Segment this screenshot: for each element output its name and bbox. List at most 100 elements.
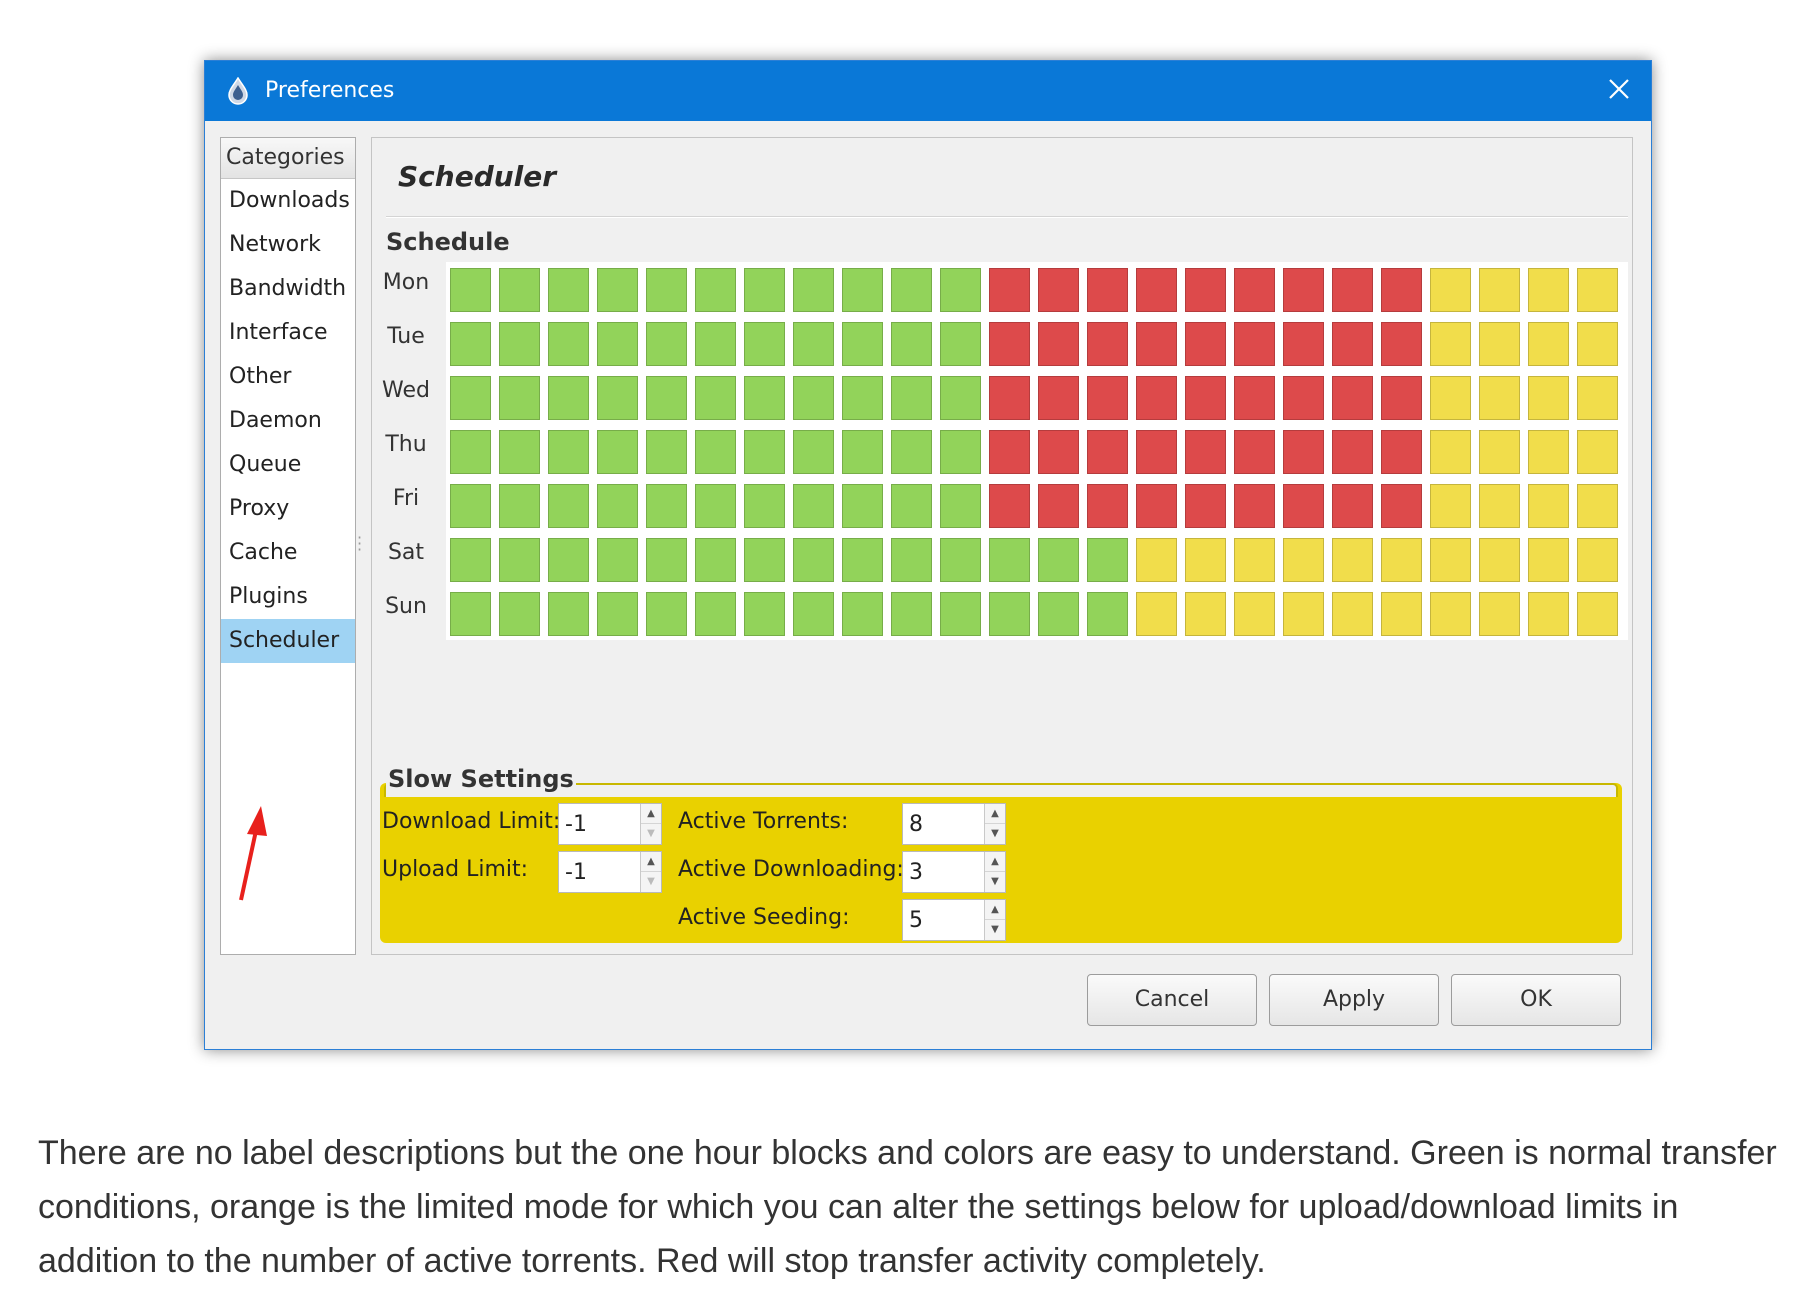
schedule-cell-mon-9[interactable]	[891, 268, 932, 312]
schedule-cell-tue-19[interactable]	[1381, 322, 1422, 366]
schedule-cell-sun-8[interactable]	[842, 592, 883, 636]
schedule-cell-sun-10[interactable]	[940, 592, 981, 636]
increment-icon[interactable]: ▲	[641, 804, 661, 824]
schedule-cell-mon-18[interactable]	[1332, 268, 1373, 312]
schedule-cell-tue-6[interactable]	[744, 322, 785, 366]
schedule-cell-tue-16[interactable]	[1234, 322, 1275, 366]
schedule-cell-fri-19[interactable]	[1381, 484, 1422, 528]
schedule-cell-wed-12[interactable]	[1038, 376, 1079, 420]
schedule-cell-fri-16[interactable]	[1234, 484, 1275, 528]
increment-icon[interactable]: ▲	[985, 900, 1005, 920]
decrement-icon[interactable]: ▼	[991, 924, 999, 935]
schedule-cell-sun-4[interactable]	[646, 592, 687, 636]
schedule-cell-mon-1[interactable]	[499, 268, 540, 312]
schedule-cell-sat-3[interactable]	[597, 538, 638, 582]
schedule-cell-sat-22[interactable]	[1528, 538, 1569, 582]
schedule-cell-sun-14[interactable]	[1136, 592, 1177, 636]
category-plugins[interactable]: Plugins	[229, 584, 308, 609]
category-downloads[interactable]: Downloads	[229, 188, 350, 213]
category-cache[interactable]: Cache	[229, 540, 298, 565]
schedule-cell-wed-11[interactable]	[989, 376, 1030, 420]
schedule-cell-wed-2[interactable]	[548, 376, 589, 420]
schedule-cell-thu-13[interactable]	[1087, 430, 1128, 474]
increment-icon[interactable]: ▲	[985, 852, 1005, 872]
schedule-cell-fri-7[interactable]	[793, 484, 834, 528]
category-proxy[interactable]: Proxy	[229, 496, 290, 521]
schedule-cell-sat-9[interactable]	[891, 538, 932, 582]
decrement-icon[interactable]: ▼	[991, 876, 999, 887]
schedule-cell-sat-8[interactable]	[842, 538, 883, 582]
schedule-cell-sat-13[interactable]	[1087, 538, 1128, 582]
decrement-icon[interactable]: ▼	[647, 828, 655, 839]
schedule-cell-fri-23[interactable]	[1577, 484, 1618, 528]
download-limit-value[interactable]: -1	[565, 812, 587, 837]
schedule-cell-tue-14[interactable]	[1136, 322, 1177, 366]
category-scheduler[interactable]: Scheduler	[221, 619, 355, 663]
schedule-cell-mon-16[interactable]	[1234, 268, 1275, 312]
schedule-cell-mon-12[interactable]	[1038, 268, 1079, 312]
schedule-cell-sat-18[interactable]	[1332, 538, 1373, 582]
active-torrents-value[interactable]: 8	[909, 812, 923, 837]
schedule-cell-thu-23[interactable]	[1577, 430, 1618, 474]
active-downloading-spinner[interactable]: 3 ▲ ▼	[902, 851, 1006, 893]
schedule-cell-sun-2[interactable]	[548, 592, 589, 636]
schedule-cell-wed-22[interactable]	[1528, 376, 1569, 420]
schedule-cell-wed-9[interactable]	[891, 376, 932, 420]
category-interface[interactable]: Interface	[229, 320, 328, 345]
active-seeding-spinner[interactable]: 5 ▲ ▼	[902, 899, 1006, 941]
schedule-cell-tue-1[interactable]	[499, 322, 540, 366]
close-button[interactable]	[1587, 61, 1651, 121]
schedule-cell-sat-5[interactable]	[695, 538, 736, 582]
schedule-cell-mon-21[interactable]	[1479, 268, 1520, 312]
active-downloading-value[interactable]: 3	[909, 860, 923, 885]
schedule-cell-sun-19[interactable]	[1381, 592, 1422, 636]
schedule-cell-mon-0[interactable]	[450, 268, 491, 312]
schedule-cell-tue-23[interactable]	[1577, 322, 1618, 366]
schedule-cell-sun-9[interactable]	[891, 592, 932, 636]
schedule-cell-thu-22[interactable]	[1528, 430, 1569, 474]
schedule-cell-sat-10[interactable]	[940, 538, 981, 582]
schedule-cell-thu-8[interactable]	[842, 430, 883, 474]
decrement-icon[interactable]: ▼	[647, 876, 655, 887]
schedule-cell-tue-12[interactable]	[1038, 322, 1079, 366]
schedule-cell-wed-6[interactable]	[744, 376, 785, 420]
schedule-cell-sun-13[interactable]	[1087, 592, 1128, 636]
schedule-cell-sat-19[interactable]	[1381, 538, 1422, 582]
schedule-cell-thu-17[interactable]	[1283, 430, 1324, 474]
schedule-cell-mon-6[interactable]	[744, 268, 785, 312]
schedule-cell-mon-7[interactable]	[793, 268, 834, 312]
schedule-cell-wed-10[interactable]	[940, 376, 981, 420]
schedule-cell-tue-4[interactable]	[646, 322, 687, 366]
schedule-cell-fri-3[interactable]	[597, 484, 638, 528]
schedule-cell-sat-21[interactable]	[1479, 538, 1520, 582]
schedule-cell-fri-18[interactable]	[1332, 484, 1373, 528]
schedule-cell-sun-0[interactable]	[450, 592, 491, 636]
schedule-cell-wed-13[interactable]	[1087, 376, 1128, 420]
schedule-cell-wed-14[interactable]	[1136, 376, 1177, 420]
schedule-cell-wed-21[interactable]	[1479, 376, 1520, 420]
ok-button[interactable]: OK	[1451, 974, 1621, 1026]
schedule-cell-thu-14[interactable]	[1136, 430, 1177, 474]
schedule-cell-wed-18[interactable]	[1332, 376, 1373, 420]
schedule-cell-mon-5[interactable]	[695, 268, 736, 312]
schedule-cell-thu-7[interactable]	[793, 430, 834, 474]
schedule-cell-wed-8[interactable]	[842, 376, 883, 420]
schedule-cell-thu-9[interactable]	[891, 430, 932, 474]
active-seeding-value[interactable]: 5	[909, 908, 923, 933]
schedule-cell-sat-6[interactable]	[744, 538, 785, 582]
apply-button[interactable]: Apply	[1269, 974, 1439, 1026]
schedule-cell-tue-2[interactable]	[548, 322, 589, 366]
category-other[interactable]: Other	[229, 364, 292, 389]
schedule-cell-tue-21[interactable]	[1479, 322, 1520, 366]
schedule-cell-fri-22[interactable]	[1528, 484, 1569, 528]
schedule-cell-sun-7[interactable]	[793, 592, 834, 636]
schedule-cell-wed-1[interactable]	[499, 376, 540, 420]
schedule-cell-wed-7[interactable]	[793, 376, 834, 420]
schedule-cell-wed-15[interactable]	[1185, 376, 1226, 420]
schedule-cell-sun-3[interactable]	[597, 592, 638, 636]
schedule-cell-thu-15[interactable]	[1185, 430, 1226, 474]
schedule-cell-thu-6[interactable]	[744, 430, 785, 474]
schedule-cell-fri-6[interactable]	[744, 484, 785, 528]
schedule-cell-wed-0[interactable]	[450, 376, 491, 420]
schedule-cell-fri-10[interactable]	[940, 484, 981, 528]
